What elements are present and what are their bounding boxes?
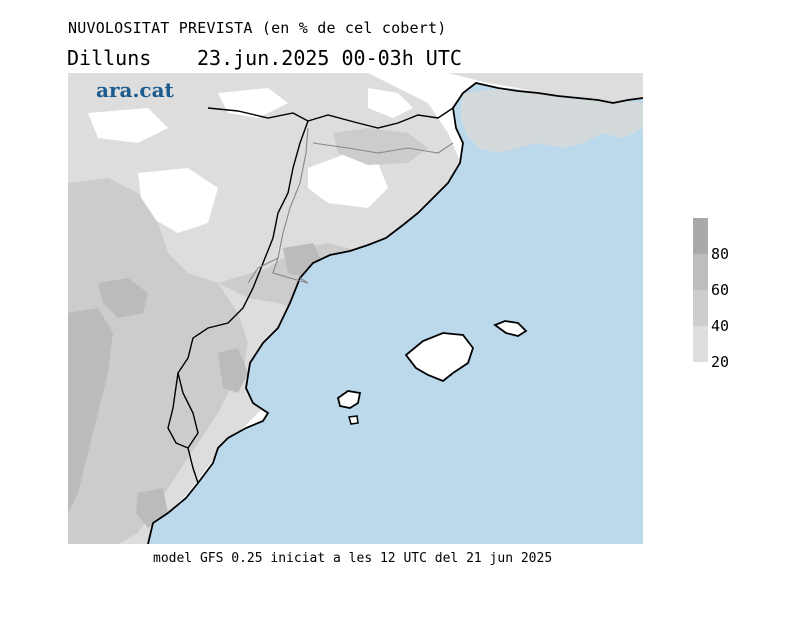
mediterranean-sea — [148, 83, 643, 544]
legend-swatch-40 — [693, 290, 708, 326]
border-aragon-catalonia — [177, 120, 309, 484]
cloud-cover-legend — [693, 218, 708, 362]
border-valencia — [167, 372, 189, 449]
clear-sky-areas — [88, 88, 413, 468]
island-formentera — [348, 415, 359, 425]
legend-label-80: 80 — [711, 245, 730, 263]
cloud-area-medium — [68, 98, 613, 544]
island-menorca — [493, 320, 528, 337]
border-france-spain — [207, 107, 454, 129]
legend-label-20: 20 — [711, 353, 730, 371]
legend-label-40: 40 — [711, 317, 730, 335]
cloud-over-sea — [460, 88, 643, 153]
map-title: NUVOLOSITAT PREVISTA (en % de cel cobert… — [68, 19, 447, 37]
cloud-cover-map — [68, 73, 643, 544]
forecast-datetime: 23.jun.2025 00-03h UTC — [197, 46, 462, 70]
model-info-footer: model GFS 0.25 iniciat a les 12 UTC del … — [153, 551, 553, 566]
forecast-day: Dilluns — [67, 46, 152, 70]
cloud-area-dense — [68, 243, 323, 528]
province-lines — [247, 127, 454, 284]
legend-swatch-20 — [693, 326, 708, 362]
coastline — [147, 82, 643, 544]
legend-swatch-60 — [693, 254, 708, 290]
ara-cat-logo: ara.cat — [96, 78, 174, 102]
legend-label-60: 60 — [711, 281, 730, 299]
map-canvas — [68, 73, 643, 544]
island-eivissa — [336, 390, 362, 409]
legend-swatch-80 — [693, 218, 708, 254]
island-mallorca — [404, 332, 475, 383]
